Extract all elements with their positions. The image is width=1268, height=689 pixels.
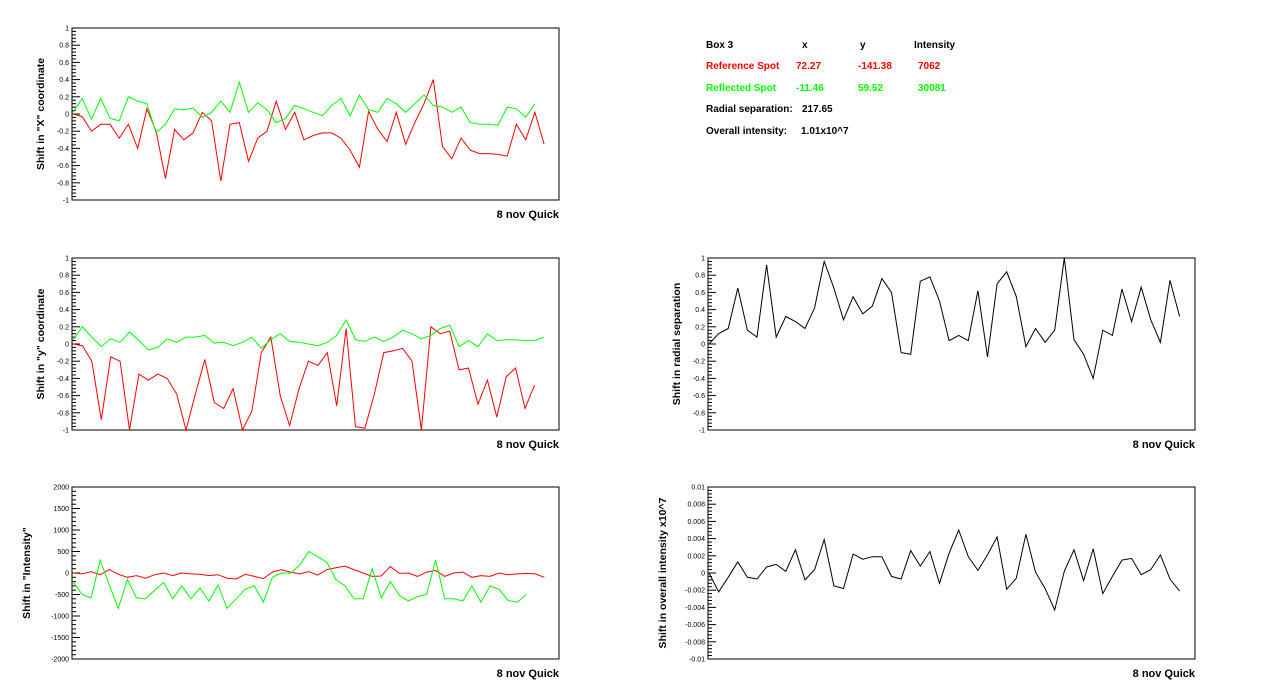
y-tick-label: 0.2 bbox=[59, 324, 69, 331]
info-header-x: x bbox=[802, 40, 808, 51]
y-tick-label: 0.4 bbox=[59, 307, 69, 314]
y-axis-title: Shift in "X" coordinate bbox=[35, 58, 47, 170]
y-tick-label: -500 bbox=[55, 592, 69, 599]
y-tick-label: 1 bbox=[65, 26, 69, 33]
y-tick-label: 0.8 bbox=[695, 273, 705, 280]
series-line-1 bbox=[72, 80, 536, 134]
y-tick-label: 1000 bbox=[53, 528, 69, 535]
y-tick-label: 0.8 bbox=[59, 43, 69, 50]
y-tick-label: -0.4 bbox=[57, 146, 69, 153]
overall-intensity-label: Overall intensity: bbox=[706, 126, 788, 137]
info-header-y: y bbox=[860, 40, 866, 51]
y-tick-label: -0.4 bbox=[57, 376, 69, 383]
y-tick-label: -0.8 bbox=[693, 410, 705, 417]
plot-frame bbox=[71, 27, 560, 201]
radial-separation-value: 217.65 bbox=[802, 104, 833, 115]
chart-x-shift: 1 0.8 0.6 0.4 0.2 0 -0.2 -0.4 -0.6 -0.8 -1 Shift in… bbox=[35, 26, 560, 222]
y-tick-label: 0 bbox=[65, 112, 69, 119]
plot-frame bbox=[71, 486, 560, 660]
y-tick-label: -0.01 bbox=[689, 657, 705, 664]
x-axis-title: 8 nov Quick bbox=[1133, 668, 1196, 680]
y-tick-label: -0.2 bbox=[57, 129, 69, 136]
chart-intensity-shift: 2000 1500 1000 500 0 -500 -1000 -1500 -2000 Shift… bbox=[21, 485, 560, 681]
plot-frame bbox=[71, 257, 560, 431]
y-tick-label: -0.6 bbox=[57, 393, 69, 400]
reflected-spot-label: Reflected Spot bbox=[706, 83, 777, 94]
overall-intensity-value: 1.01x10^7 bbox=[801, 126, 849, 137]
y-tick-label: 0.4 bbox=[695, 307, 705, 314]
series-line-1 bbox=[72, 550, 527, 610]
x-axis-title: 8 nov Quick bbox=[1133, 439, 1196, 451]
series-line-0 bbox=[72, 325, 535, 432]
y-tick-label: -0.006 bbox=[685, 622, 705, 629]
y-tick-label: 0 bbox=[65, 342, 69, 349]
x-axis-title: 8 nov Quick bbox=[497, 209, 560, 221]
y-tick-label: 0 bbox=[701, 342, 705, 349]
y-tick-label: 0.002 bbox=[687, 553, 705, 560]
series-line-0 bbox=[708, 528, 1180, 612]
info-header-box: Box 3 bbox=[706, 40, 734, 51]
y-tick-label: 0.6 bbox=[695, 290, 705, 297]
series-line-0 bbox=[708, 257, 1181, 381]
y-tick-label: -0.2 bbox=[693, 359, 705, 366]
y-tick-label: 1 bbox=[701, 256, 705, 263]
y-tick-label: -0.004 bbox=[685, 605, 705, 612]
y-tick-label: -2000 bbox=[51, 657, 69, 664]
y-axis-title: Shift in "Intensity" bbox=[21, 527, 33, 619]
reference-spot-x: 72.27 bbox=[796, 61, 822, 72]
reflected-spot-x: -11.46 bbox=[796, 83, 824, 94]
y-tick-label: -1 bbox=[63, 198, 69, 205]
y-tick-label: 0.2 bbox=[695, 324, 705, 331]
y-tick-label: -0.4 bbox=[693, 376, 705, 383]
reference-spot-intensity: 7062 bbox=[918, 61, 941, 72]
y-tick-label: 0.006 bbox=[687, 519, 705, 526]
plot-frame bbox=[707, 486, 1196, 660]
y-tick-label: -0.002 bbox=[685, 588, 705, 595]
y-tick-label: -1000 bbox=[51, 614, 69, 621]
y-tick-label: -1500 bbox=[51, 635, 69, 642]
y-axis-title: Shift in radial separation bbox=[671, 283, 683, 406]
y-tick-label: -1 bbox=[699, 428, 705, 435]
y-tick-label: 0.6 bbox=[59, 290, 69, 297]
y-tick-label: 0 bbox=[65, 571, 69, 578]
y-tick-label: 0 bbox=[701, 571, 705, 578]
y-tick-label: 0.4 bbox=[59, 77, 69, 84]
y-tick-label: -0.2 bbox=[57, 359, 69, 366]
y-tick-label: 500 bbox=[57, 549, 69, 556]
y-tick-label: -0.8 bbox=[57, 410, 69, 417]
y-tick-label: 0.8 bbox=[59, 273, 69, 280]
info-header-intensity: Intensity bbox=[914, 40, 956, 51]
y-tick-label: 2000 bbox=[53, 485, 69, 492]
series-line-0 bbox=[72, 565, 545, 580]
x-axis-title: 8 nov Quick bbox=[497, 439, 560, 451]
chart-y-shift: 1 0.8 0.6 0.4 0.2 0 -0.2 -0.4 -0.6 -0.8 -1 Shift in… bbox=[35, 256, 560, 452]
y-tick-label: 1 bbox=[65, 256, 69, 263]
y-axis-title: Shift in "y" coordinate bbox=[35, 288, 47, 399]
y-tick-label: 0.01 bbox=[691, 485, 705, 492]
plot-frame bbox=[707, 257, 1196, 431]
y-tick-label: 0.008 bbox=[687, 502, 705, 509]
y-tick-label: 0.004 bbox=[687, 536, 705, 543]
x-axis-title: 8 nov Quick bbox=[497, 668, 560, 680]
y-tick-label: -0.008 bbox=[685, 639, 705, 646]
radial-separation-label: Radial separation: bbox=[706, 104, 793, 115]
y-tick-label: 0.6 bbox=[59, 60, 69, 67]
reflected-spot-y: 59.52 bbox=[858, 83, 884, 94]
y-tick-label: -0.6 bbox=[693, 393, 705, 400]
chart-overall-intensity-shift: 0.01 0.008 0.006 0.004 0.002 0 -0.002 -0.004 -0.… bbox=[657, 485, 1196, 681]
series-line-1 bbox=[72, 318, 545, 351]
chart-radial-shift: 1 0.8 0.6 0.4 0.2 0 -0.2 -0.4 -0.6 -0.8 -1 Shift in… bbox=[671, 256, 1196, 452]
y-tick-label: 1500 bbox=[53, 506, 69, 513]
reference-spot-y: -141.38 bbox=[858, 61, 892, 72]
y-tick-label: -0.6 bbox=[57, 163, 69, 170]
reflected-spot-intensity: 30081 bbox=[918, 83, 946, 94]
reference-spot-label: Reference Spot bbox=[706, 61, 780, 72]
y-tick-label: -0.8 bbox=[57, 180, 69, 187]
series-line-0 bbox=[72, 79, 545, 182]
y-tick-label: 0.2 bbox=[59, 94, 69, 101]
y-axis-title: Shift in overall intensity x10^7 bbox=[657, 497, 669, 648]
y-tick-label: -1 bbox=[63, 428, 69, 435]
